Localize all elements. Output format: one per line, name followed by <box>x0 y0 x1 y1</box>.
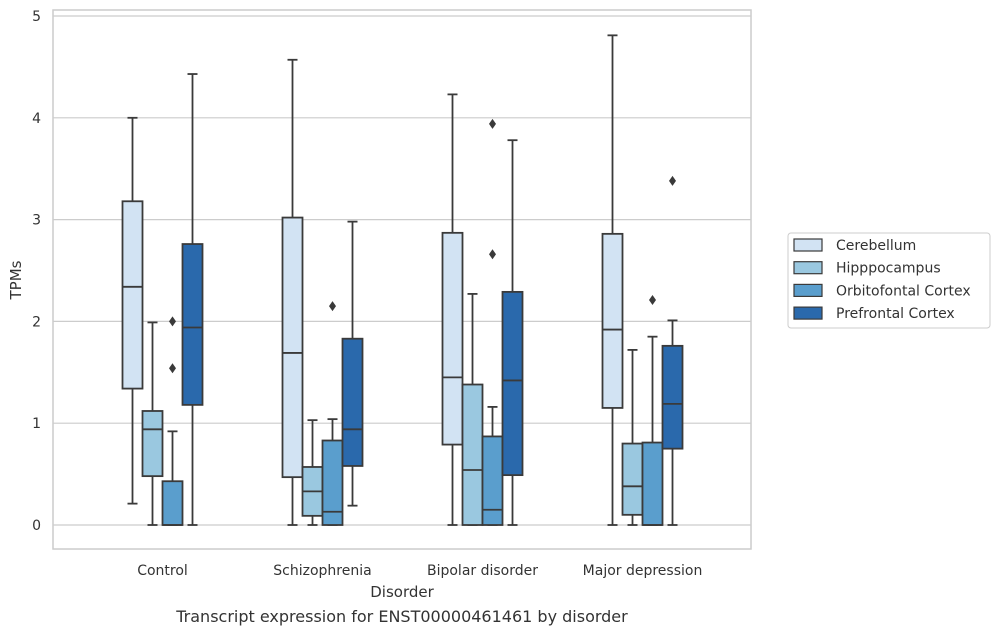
iqr-box <box>501 290 524 477</box>
box-2-0 <box>441 93 464 526</box>
legend-swatch <box>793 306 823 320</box>
outlier-point <box>489 249 496 260</box>
y-axis-ticks: 0 1 2 3 4 5 <box>32 9 41 534</box>
box-3-1 <box>621 349 644 526</box>
box-3-2 <box>641 295 664 526</box>
iqr-box <box>161 480 184 526</box>
outlier-point <box>489 118 496 129</box>
iqr-box <box>621 442 644 516</box>
legend-frame <box>787 232 991 329</box>
iqr-box <box>481 435 504 526</box>
iqr-box <box>461 383 484 526</box>
outlier-point <box>169 363 176 374</box>
legend-label: Orbitofontal Cortex <box>836 283 971 299</box>
outlier-point <box>329 301 336 312</box>
box-2-2 <box>481 118 504 526</box>
x-tick-label: Bipolar disorder <box>427 563 538 579</box>
x-axis-ticks: Control Schizophrenia Bipolar disorder Majo… <box>137 563 702 579</box>
iqr-box <box>181 243 204 406</box>
iqr-box <box>441 231 464 446</box>
iqr-box <box>641 441 664 526</box>
box-2-1 <box>461 293 484 526</box>
box-1-2 <box>321 301 344 526</box>
legend-label: Hipppocampus <box>836 261 941 277</box>
box-plots <box>121 34 684 526</box>
x-axis-title: Disorder <box>370 583 434 601</box>
box-3-3 <box>661 175 684 526</box>
legend-swatch <box>793 261 823 275</box>
x-tick-label: Schizophrenia <box>273 563 371 579</box>
box-0-2 <box>161 316 184 526</box>
box-0-1 <box>141 321 164 526</box>
y-tick-label: 0 <box>32 518 41 534</box>
y-tick-label: 4 <box>32 111 41 127</box>
iqr-box <box>141 410 164 478</box>
box-3-0 <box>601 34 624 526</box>
box-1-0 <box>281 58 304 526</box>
legend-swatch <box>793 283 823 297</box>
box-1-1 <box>301 419 324 526</box>
legend-swatch <box>793 238 823 252</box>
iqr-box <box>121 200 144 390</box>
x-tick-label: Control <box>137 563 188 579</box>
outlier-point <box>169 316 176 327</box>
y-tick-label: 2 <box>32 314 41 330</box>
iqr-box <box>321 439 344 526</box>
legend: Cerebellum Hipppocampus Orbitofontal Corte… <box>787 232 991 329</box>
box-0-3 <box>181 73 204 526</box>
y-tick-label: 5 <box>32 9 41 25</box>
x-tick-label: Major depression <box>583 563 703 579</box>
outlier-point <box>649 295 656 306</box>
outlier-point <box>669 175 676 186</box>
plot-area-frame <box>52 9 752 550</box>
box-1-3 <box>341 220 364 507</box>
y-axis-title: TPMs <box>7 260 25 300</box>
legend-label: Prefrontal Cortex <box>836 306 955 322</box>
y-tick-label: 1 <box>32 416 41 432</box>
y-tick-label: 3 <box>32 213 41 229</box>
iqr-box <box>341 337 364 467</box>
box-0-0 <box>121 116 144 505</box>
iqr-box <box>661 344 684 450</box>
chart-caption: Transcript expression for ENST0000046146… <box>175 607 628 626</box>
legend-items: Cerebellum Hipppocampus Orbitofontal Corte… <box>793 238 971 322</box>
iqr-box <box>601 232 624 409</box>
iqr-box <box>281 216 304 479</box>
box-2-3 <box>501 139 524 526</box>
legend-label: Cerebellum <box>836 238 916 254</box>
